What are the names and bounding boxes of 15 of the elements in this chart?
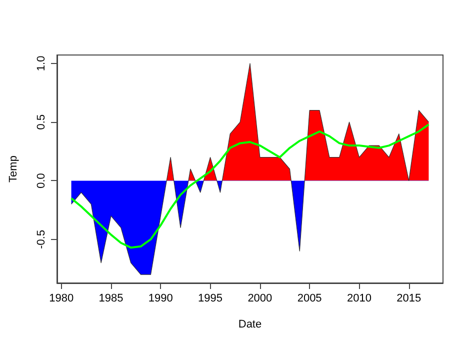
x-tick-label: 1985 [98,292,124,304]
x-tick-label: 2015 [396,292,422,304]
x-tick-label: 2005 [297,292,322,304]
x-tick-label: 2010 [346,292,372,304]
y-tick-label: 0.5 [36,114,48,130]
y-tick-label: -0.5 [36,230,48,249]
y-axis-title: Temp [8,156,20,182]
x-tick-label: 1980 [49,292,74,304]
line-series [70,123,430,249]
x-tick-label: 2000 [248,292,272,304]
x-axis-title: Date [238,318,262,330]
y-tick-label: 1.0 [36,56,48,72]
x-tick-label: 1995 [198,292,223,304]
x-tick-label: 1990 [148,292,173,304]
y-tick-label: 0.0 [36,173,48,188]
